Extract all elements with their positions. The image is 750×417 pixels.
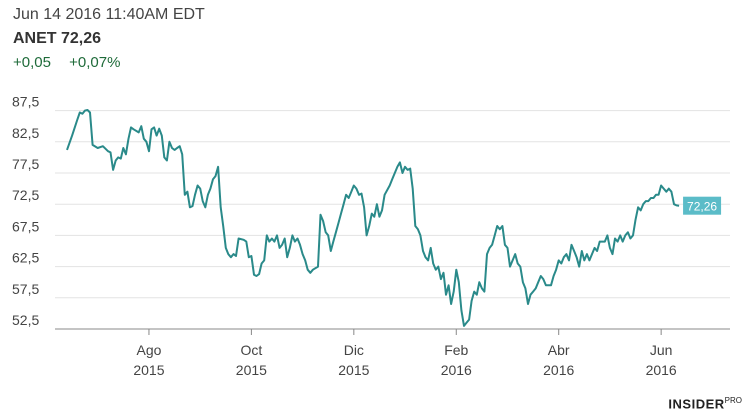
brand-name: INSIDER — [668, 396, 725, 411]
x-tick-year: 2016 — [646, 362, 677, 378]
x-tick-month: Jun — [650, 342, 673, 358]
y-tick-label: 62,5 — [12, 250, 39, 266]
x-tick-month: Feb — [444, 342, 468, 358]
grid-lines — [55, 110, 730, 330]
x-tick-year: 2016 — [543, 362, 574, 378]
x-tick-year: 2015 — [338, 362, 369, 378]
y-axis: 87,5 82,5 77,5 72,5 67,5 62,5 57,5 52,5 — [12, 94, 39, 328]
y-tick-label: 77,5 — [12, 156, 39, 172]
x-tick-year: 2016 — [441, 362, 472, 378]
y-tick-label: 72,5 — [12, 187, 39, 203]
x-tick-month: Ago — [136, 342, 161, 358]
y-tick-label: 87,5 — [12, 94, 39, 110]
ticker-price: ANET 72,26 — [13, 30, 102, 47]
x-tick-month: Oct — [240, 342, 262, 358]
x-tick-month: Dic — [344, 342, 364, 358]
brand-suffix: PRO — [724, 395, 742, 405]
price-change: +0,05 +0,07% — [13, 54, 134, 71]
quote-datetime: Jun 14 2016 11:40AM EDT — [13, 6, 205, 23]
brand-logo: INSIDERPRO — [668, 396, 742, 411]
y-tick-label: 82,5 — [12, 125, 39, 141]
change-percent: +0,07% — [69, 54, 121, 71]
change-absolute: +0,05 — [13, 54, 51, 71]
x-axis: Ago 2015 Oct 2015 Dic 2015 Feb 2016 Abr 2016 Jun 20… — [133, 329, 677, 378]
y-tick-label: 67,5 — [12, 218, 39, 234]
x-tick-year: 2015 — [133, 362, 164, 378]
y-tick-label: 52,5 — [12, 312, 39, 328]
y-tick-label: 57,5 — [12, 281, 39, 297]
price-line — [66, 109, 680, 327]
last-value-badge — [683, 196, 722, 215]
x-tick-month: Abr — [548, 342, 570, 358]
x-tick-year: 2015 — [236, 362, 267, 378]
last-value-text: 72,26 — [687, 200, 717, 214]
last-value-label: 72,26 — [683, 196, 722, 215]
